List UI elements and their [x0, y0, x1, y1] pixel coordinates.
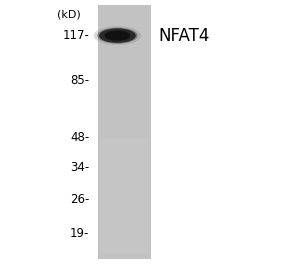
- Text: 48-: 48-: [70, 131, 89, 144]
- FancyBboxPatch shape: [98, 5, 151, 259]
- Text: NFAT4: NFAT4: [158, 27, 210, 45]
- Text: 117-: 117-: [62, 29, 89, 42]
- Text: (kD): (kD): [57, 9, 81, 19]
- Text: 85-: 85-: [70, 74, 89, 87]
- Text: 19-: 19-: [70, 227, 89, 240]
- Ellipse shape: [99, 29, 136, 43]
- Text: 26-: 26-: [70, 193, 89, 206]
- Ellipse shape: [105, 31, 130, 41]
- Ellipse shape: [97, 28, 138, 44]
- Text: 34-: 34-: [70, 161, 89, 174]
- FancyBboxPatch shape: [100, 139, 149, 253]
- Ellipse shape: [93, 26, 141, 45]
